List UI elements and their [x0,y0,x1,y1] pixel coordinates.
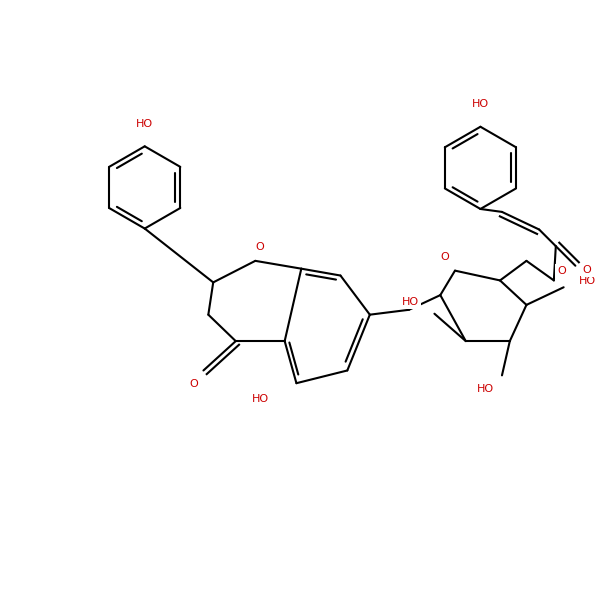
Text: O: O [557,266,566,275]
Text: O: O [583,265,592,275]
Text: O: O [256,242,265,252]
Text: O: O [441,252,449,262]
Text: HO: HO [252,394,269,404]
Text: O: O [410,297,419,307]
Text: HO: HO [477,384,494,394]
Text: HO: HO [401,297,419,307]
Text: O: O [189,379,198,389]
Text: HO: HO [580,277,596,286]
Text: HO: HO [472,99,489,109]
Text: HO: HO [136,119,153,129]
